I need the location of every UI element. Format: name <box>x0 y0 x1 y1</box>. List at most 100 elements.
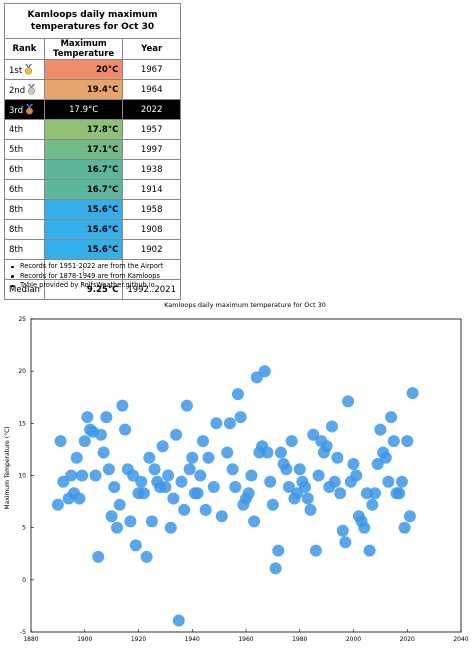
data-point <box>78 435 91 448</box>
ellipsis-row: ⋮ <box>4 259 181 280</box>
data-point <box>269 562 282 575</box>
temperature-cell: 15.6°C <box>43 219 124 240</box>
data-point <box>108 481 121 493</box>
data-point <box>334 487 347 500</box>
data-point <box>301 492 314 505</box>
data-point <box>398 521 411 534</box>
data-point <box>309 544 322 557</box>
data-point <box>197 435 209 448</box>
data-point <box>223 417 236 430</box>
data-point <box>320 440 333 453</box>
data-point <box>140 550 153 563</box>
data-point <box>285 435 298 448</box>
data-point <box>170 428 183 441</box>
rank-label: 6th <box>9 164 24 175</box>
gold-medal-icon <box>25 63 33 75</box>
temperature-cell: 17.9°C <box>43 99 124 120</box>
data-point <box>406 387 419 400</box>
data-point <box>194 469 207 482</box>
temperature-cell: 20°C <box>43 59 124 80</box>
data-point <box>299 481 312 493</box>
x-tick-label: 1940 <box>185 636 200 643</box>
data-point <box>226 463 239 476</box>
data-point <box>385 411 398 424</box>
rank-cell: 2nd <box>4 79 45 100</box>
data-point <box>280 463 293 476</box>
data-point <box>191 487 204 500</box>
data-point <box>261 446 274 459</box>
data-point <box>307 428 320 441</box>
data-point <box>92 550 105 563</box>
data-point <box>113 498 126 511</box>
y-tick-label: 25 <box>18 316 26 323</box>
table-row: 2nd 19.4°C 1964 <box>4 79 181 100</box>
data-point <box>148 463 161 476</box>
data-point <box>304 503 317 516</box>
temperature-cell: 15.6°C <box>43 239 124 260</box>
rank-label: 4th <box>9 124 24 135</box>
rank-label: 3rd <box>9 105 24 116</box>
data-point <box>231 388 244 401</box>
data-point <box>342 395 355 408</box>
data-point <box>175 475 188 488</box>
rank-cell: 5th <box>4 139 45 160</box>
data-point <box>180 399 193 412</box>
silver-medal-icon <box>28 83 36 95</box>
data-point <box>350 469 363 482</box>
data-point <box>81 411 94 424</box>
temperature-cell: 16.7°C <box>43 179 124 200</box>
table-title: Kamloops daily maximum temperatures for … <box>4 3 181 39</box>
data-point <box>156 440 169 453</box>
rank-cell: 3rd <box>4 99 45 120</box>
year-header: Year <box>122 38 181 60</box>
x-tick-label: 2000 <box>346 636 361 643</box>
data-point <box>395 475 408 488</box>
table-row: 6th 16.7°C 1938 <box>4 159 181 180</box>
data-point <box>401 435 414 448</box>
data-point <box>379 451 392 464</box>
data-point <box>119 423 132 436</box>
year-cell: 1908 <box>122 219 181 240</box>
data-point <box>393 487 406 500</box>
temperature-cell: 17.1°C <box>43 139 124 160</box>
x-tick-label: 1980 <box>292 636 307 643</box>
rank-label: 6th <box>9 184 24 195</box>
data-point <box>65 469 78 482</box>
data-point <box>258 365 271 378</box>
temperature-cell: 17.8°C <box>43 119 124 140</box>
rank-header: Rank <box>4 38 45 60</box>
data-point <box>234 411 247 424</box>
data-point <box>293 463 306 476</box>
note-item: Records for 1878-1949 are from Kamloops <box>10 272 163 282</box>
data-point <box>73 492 86 505</box>
notes-list: Records for 1951-2022 are from the Airpo… <box>10 262 163 291</box>
x-tick-label: 1960 <box>238 636 253 643</box>
data-point <box>366 498 379 511</box>
data-point <box>111 521 123 534</box>
data-point <box>89 469 102 482</box>
data-point <box>266 498 279 511</box>
data-point <box>382 475 395 488</box>
temperature-cell: 16.7°C <box>43 159 124 180</box>
data-point <box>199 503 212 516</box>
data-point <box>97 446 110 459</box>
data-point <box>100 411 113 424</box>
data-point <box>283 481 295 493</box>
table-row: 8th 15.6°C 1908 <box>4 219 181 240</box>
data-point <box>274 446 287 459</box>
data-point <box>371 458 384 470</box>
rank-label: 8th <box>9 244 24 255</box>
data-point <box>51 498 64 511</box>
data-point <box>326 420 338 433</box>
data-point <box>129 539 142 552</box>
data-point <box>70 451 83 464</box>
y-tick-label: 15 <box>18 420 26 427</box>
temperature-cell: 15.6°C <box>43 199 124 220</box>
note-item: Table provided by RolfsWeather.github.io <box>10 281 163 291</box>
data-point <box>183 463 196 476</box>
data-point <box>127 469 140 482</box>
x-tick-label: 1920 <box>131 636 146 643</box>
data-point <box>272 544 285 557</box>
year-cell: 2022 <box>122 99 181 120</box>
y-tick-label: 0 <box>22 577 26 584</box>
